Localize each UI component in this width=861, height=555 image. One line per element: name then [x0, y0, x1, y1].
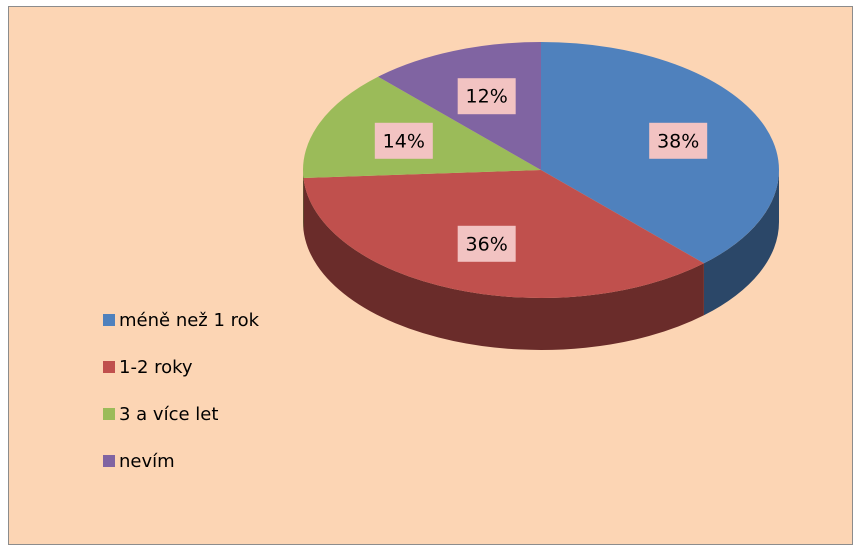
data-label-text: 12%	[466, 86, 508, 108]
legend-swatch	[103, 361, 115, 373]
data-label: 38%	[649, 123, 707, 159]
legend-swatch	[103, 408, 115, 420]
data-label: 36%	[458, 226, 516, 262]
data-label-text: 38%	[657, 130, 699, 152]
legend-label: 1-2 roky	[119, 357, 193, 378]
legend-swatch	[103, 314, 115, 326]
legend-label: méně než 1 rok	[119, 310, 260, 331]
data-label-text: 14%	[383, 130, 425, 152]
legend-label: 3 a více let	[119, 404, 218, 425]
data-label: 12%	[458, 78, 516, 114]
legend-label: nevím	[119, 451, 175, 472]
data-label-text: 36%	[466, 233, 508, 255]
data-label: 14%	[375, 123, 433, 159]
legend-swatch	[103, 455, 115, 467]
